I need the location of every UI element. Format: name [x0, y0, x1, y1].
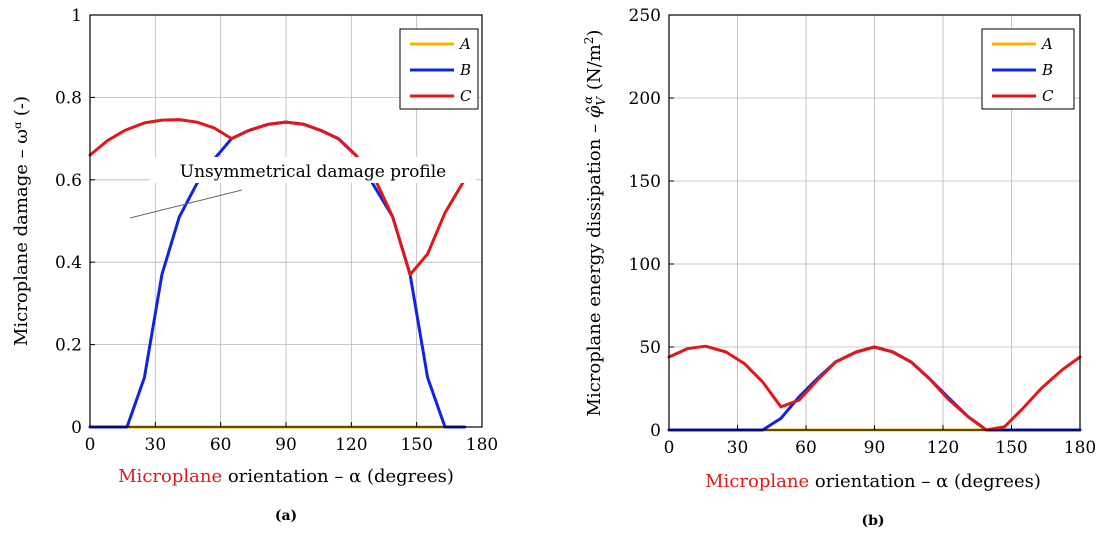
y-tick-label-b: 200	[629, 89, 661, 109]
x-tick-label-a: 150	[400, 435, 432, 455]
x-ticks-a: 0 30 60 90 120 150 180	[85, 422, 498, 455]
x-tick-label-b: 0	[664, 438, 675, 458]
x-tick-label-b: 180	[1064, 438, 1096, 458]
y-tick-label-b: 100	[629, 255, 661, 275]
y-tick-label-a: 0.6	[55, 171, 82, 191]
series-line-b-C	[667, 344, 1082, 432]
legend-label-a-B: B	[459, 61, 471, 79]
x-axis-label-b: Microplane orientation – α (degrees)	[705, 471, 1041, 492]
legend-label-b-A: A	[1040, 35, 1053, 53]
x-tick-label-b: 120	[927, 438, 959, 458]
legend-a: A B C	[399, 28, 479, 110]
annotation-text: Unsymmetrical damage profile	[180, 162, 447, 182]
x-tick-label-a: 90	[275, 435, 297, 455]
y-tick-label-a: 0	[71, 418, 82, 438]
y-axis-label-b-main: Microplane energy dissipation –	[584, 118, 605, 416]
panel-b: 0 30 60 90 120 150 180 0 50 100 150 200 250 A B C M…	[581, 6, 1096, 529]
legend-label-a-C: C	[460, 87, 472, 105]
y-tick-label-a: 0.4	[55, 253, 82, 273]
x-axis-label-a-accent: Microplane	[118, 466, 222, 487]
x-ticks-b: 0 30 60 90 120 150 180	[664, 425, 1096, 458]
caption-b: (b)	[861, 513, 884, 529]
y-axis-label-b-sub: V	[594, 96, 608, 106]
y-axis-label-b: Microplane energy dissipation – φ̂Vα (N/…	[581, 30, 608, 417]
x-tick-label-b: 30	[727, 438, 749, 458]
y-tick-label-a: 1	[71, 6, 82, 26]
y-tick-label-a: 0.2	[55, 336, 82, 356]
annotation-arrow	[129, 189, 243, 219]
y-axis-label-b-symbol: φ̂	[584, 105, 605, 118]
legend-label-b-B: B	[1041, 61, 1053, 79]
y-axis-label-b-unit-end: )	[584, 30, 605, 37]
y-axis-label-b-unit-sup: 2	[582, 37, 596, 45]
y-ticks-b: 0 50 100 150 200 250	[629, 6, 674, 441]
x-tick-label-a: 120	[335, 435, 367, 455]
x-axis-label-a: Microplane orientation – α (degrees)	[118, 466, 454, 487]
x-tick-label-a: 180	[466, 435, 498, 455]
y-tick-label-b: 150	[629, 172, 661, 192]
y-tick-label-b: 50	[639, 338, 661, 358]
x-tick-label-a: 0	[85, 435, 96, 455]
x-tick-label-b: 150	[995, 438, 1027, 458]
series-line-a-C	[88, 118, 467, 277]
x-tick-label-a: 60	[210, 435, 232, 455]
legend-label-b-C: C	[1042, 87, 1054, 105]
x-axis-label-b-rest: orientation – α (degrees)	[809, 471, 1041, 492]
annotation-box	[150, 157, 476, 183]
x-axis-label-b-accent: Microplane	[705, 471, 809, 492]
y-axis-label-b-unit: (N/m	[584, 44, 605, 96]
panel-a: 0 30 60 90 120 150 180 0 0.2 0.4 0.6 0.8 1 Unsymmet…	[11, 6, 498, 524]
caption-a: (a)	[275, 508, 297, 524]
legend-label-a-A: A	[458, 35, 471, 53]
y-tick-label-b: 250	[629, 6, 661, 26]
y-axis-label-b-sup: α	[581, 96, 595, 104]
x-tick-label-a: 30	[145, 435, 167, 455]
y-tick-label-a: 0.8	[55, 88, 82, 108]
y-axis-label-a: Microplane damage – ωᵅ (-)	[11, 96, 32, 346]
y-ticks-a: 0 0.2 0.4 0.6 0.8 1	[55, 6, 95, 438]
x-axis-label-a-rest: orientation – α (degrees)	[222, 466, 454, 487]
y-tick-label-b: 0	[650, 421, 661, 441]
x-tick-label-b: 60	[795, 438, 817, 458]
x-tick-label-b: 90	[864, 438, 886, 458]
legend-b: A B C	[981, 28, 1075, 110]
